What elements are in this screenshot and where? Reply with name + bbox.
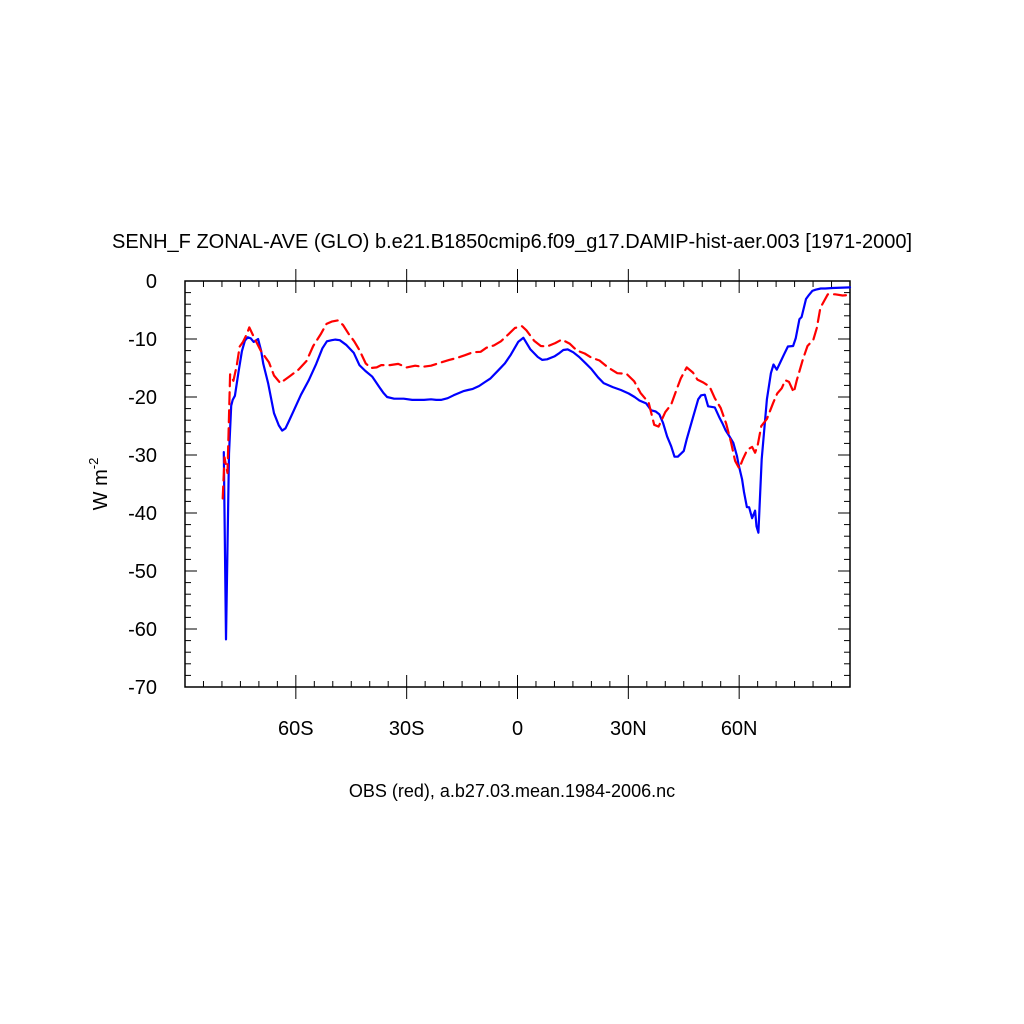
y-tick-label: -50 <box>128 561 157 583</box>
y-tick-labels: 0 -10 -20 -30 -40 -50 -60 -70 <box>128 271 157 699</box>
y-axis-label-text: W m <box>90 469 112 510</box>
y-tick-label: 0 <box>146 271 157 293</box>
model-series-line <box>222 286 852 641</box>
series-lines <box>221 286 852 641</box>
chart-title: SENH_F ZONAL-AVE (GLO) b.e21.B1850cmip6.… <box>112 231 912 253</box>
y-tick-label: -40 <box>128 503 157 525</box>
y-tick-label: -30 <box>128 445 157 467</box>
obs-series-line <box>221 293 852 500</box>
y-axis-label: W m-2 <box>86 458 112 511</box>
x-tick-labels: 60S 30S 0 30N 60N <box>278 718 757 740</box>
x-tick-label: 30S <box>389 718 425 740</box>
x-tick-label: 30N <box>610 718 647 740</box>
x-axis-label: OBS (red), a.b27.03.mean.1984-2006.nc <box>349 781 675 801</box>
x-tick-label: 60S <box>278 718 314 740</box>
y-tick-label: -10 <box>128 329 157 351</box>
x-tick-label: 60N <box>721 718 758 740</box>
y-tick-label: -20 <box>128 387 157 409</box>
y-tick-label: -60 <box>128 619 157 641</box>
y-tick-label: -70 <box>128 677 157 699</box>
axis-ticks <box>185 269 850 699</box>
x-tick-label: 0 <box>512 718 523 740</box>
y-axis-label-superscript: -2 <box>86 458 101 470</box>
